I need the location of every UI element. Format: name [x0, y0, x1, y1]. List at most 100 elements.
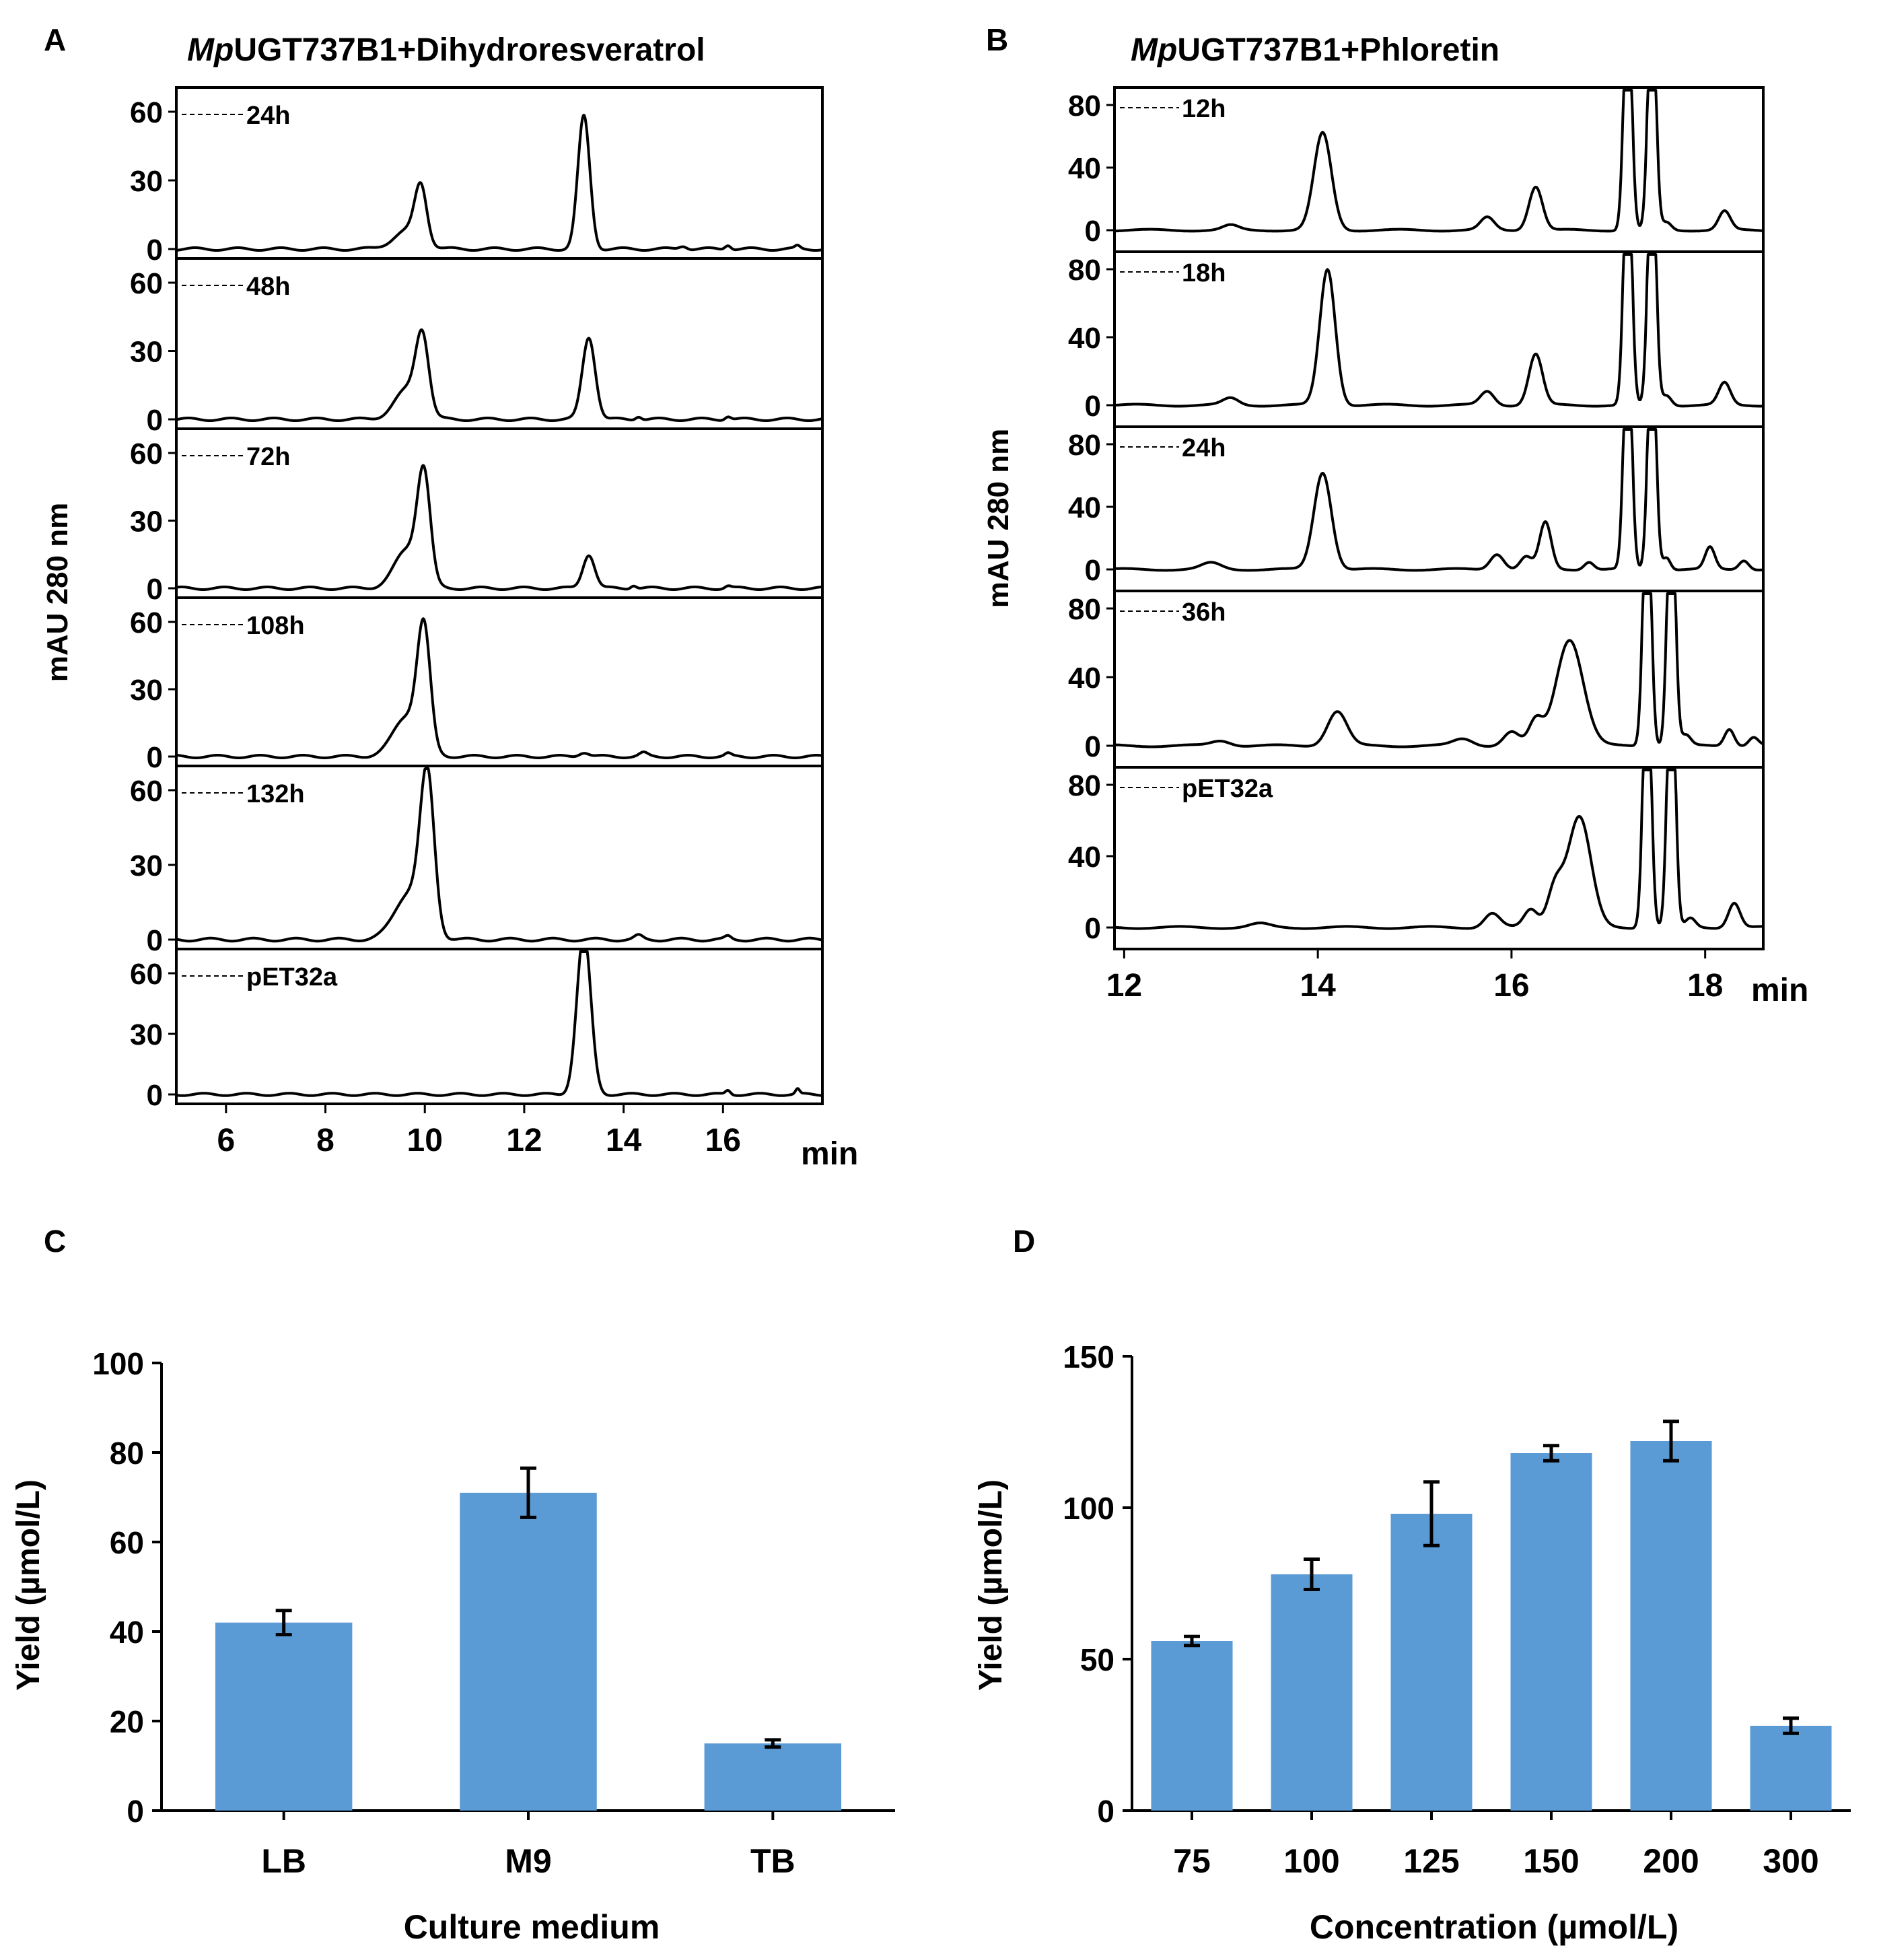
- panel-a-trace-label-1: 48h: [246, 273, 290, 301]
- panel-a-title-rest: UGT737B1+Dihydroresveratrol: [234, 32, 705, 68]
- panel-a-title: MpUGT737B1+Dihydroresveratrol: [187, 32, 705, 68]
- panel-c-x-tick-label-2: TB: [750, 1842, 795, 1880]
- panel-b-x-tick-label-2: 16: [1493, 968, 1529, 1004]
- panel-b-title-italic: Mp: [1131, 32, 1177, 68]
- panel-a-trace-label-3: 108h: [246, 612, 305, 640]
- panel-c: Yield (µmol/L) Culture medium 0 20 40 60 80 1…: [11, 1346, 895, 1946]
- panel-label-a: A: [44, 22, 66, 57]
- panel-a-y-tick-label-4-2: 60: [130, 775, 163, 808]
- panel-b-y-tick-label-0-2: 80: [1068, 90, 1101, 123]
- panel-b-x-unit: min: [1751, 973, 1808, 1008]
- panel-b-trace-frame-4: [1113, 766, 1765, 950]
- panel-a-trace-label-4: 132h: [246, 780, 305, 808]
- panel-b-y-tick-label-0-1: 40: [1068, 152, 1101, 185]
- panel-a-y-tick-label-5-2: 60: [130, 958, 163, 991]
- panel-c-x-tick-label-1: M9: [505, 1842, 551, 1880]
- panel-b-y-tick-label-4-2: 80: [1068, 769, 1101, 802]
- panel-a-x-unit: min: [801, 1136, 858, 1172]
- panel-a-y-tick-label-1-0: 0: [147, 404, 163, 437]
- panel-b: MpUGT737B1+Phloretin mAU 280 nm min 0 40 8…: [982, 32, 1808, 1008]
- panel-b-trace-label-0: 12h: [1182, 95, 1226, 123]
- panel-b-y-tick-label-3-1: 40: [1068, 662, 1101, 695]
- panel-a-y-tick-label-1-1: 30: [130, 336, 163, 369]
- panel-a-trace-label-5: pET32a: [246, 963, 338, 991]
- panel-a-y-tick-label-0-0: 0: [147, 234, 163, 267]
- panel-b-trace-label-4: pET32a: [1182, 775, 1273, 803]
- panel-label-c: C: [44, 1224, 66, 1259]
- panel-b-y-axis-label: mAU 280 nm: [982, 429, 1015, 608]
- panel-d-x-tick-label-2: 125: [1403, 1842, 1459, 1880]
- panel-b-x-tick-label-0: 12: [1106, 968, 1142, 1004]
- panel-b-y-tick-label-2-1: 40: [1068, 491, 1101, 524]
- panel-b-title-rest: UGT737B1+Phloretin: [1177, 32, 1499, 68]
- panel-c-y-tick-label-2: 40: [110, 1615, 144, 1650]
- panel-b-y-tick-label-3-2: 80: [1068, 593, 1101, 626]
- panel-d-y-tick-label-3: 150: [1063, 1339, 1114, 1374]
- panel-a-y-tick-label-5-0: 0: [147, 1079, 163, 1112]
- panel-d-y-axis-label: Yield (µmol/L): [973, 1479, 1009, 1691]
- panel-a-trace-label-0: 24h: [246, 102, 290, 130]
- panel-a-trace-4: [175, 767, 824, 943]
- panel-b-trace-4: [1114, 769, 1764, 930]
- panel-c-x-tick-label-0: LB: [261, 1842, 306, 1880]
- panel-b-y-tick-label-2-2: 80: [1068, 429, 1101, 462]
- panel-d-y-tick-label-0: 0: [1097, 1794, 1114, 1829]
- panel-a-y-tick-label-3-1: 30: [130, 674, 163, 707]
- panel-a-trace-0: [175, 114, 824, 252]
- panel-a-x-tick-label-1: 8: [316, 1123, 334, 1158]
- panel-a-y-tick-label-1-2: 60: [130, 267, 163, 300]
- panel-b-trace-3: [1114, 592, 1764, 748]
- panel-b-x-tick-label-3: 18: [1687, 968, 1723, 1004]
- panel-c-x-axis-label: Culture medium: [404, 1908, 660, 1946]
- panel-b-x-tick-label-1: 14: [1300, 968, 1336, 1004]
- panel-a-y-tick-label-3-0: 0: [147, 741, 163, 774]
- panel-a-y-tick-label-4-1: 30: [130, 849, 163, 882]
- panel-c-y-tick-label-3: 60: [110, 1525, 144, 1560]
- panel-a-y-tick-label-4-0: 0: [147, 924, 163, 957]
- panel-c-bar-2: [704, 1743, 842, 1811]
- panel-a-x-tick-label-2: 10: [407, 1123, 443, 1158]
- panel-a-x-tick-label-5: 16: [705, 1123, 741, 1158]
- panel-a-trace-label-2: 72h: [246, 443, 290, 471]
- panel-a-y-tick-label-0-2: 60: [130, 96, 163, 129]
- panel-b-y-tick-label-0-0: 0: [1085, 215, 1101, 248]
- panel-b-trace-2: [1114, 428, 1764, 572]
- panel-label-b: B: [986, 22, 1008, 57]
- panel-a-x-tick-label-4: 14: [606, 1123, 642, 1158]
- panel-d-bar-0: [1151, 1641, 1233, 1811]
- panel-c-y-tick-label-1: 20: [110, 1704, 144, 1739]
- panel-b-trace-1: [1114, 253, 1764, 408]
- panel-a-trace-frame-5: [175, 948, 824, 1105]
- panel-a-x-tick-label-0: 6: [217, 1123, 235, 1158]
- panel-a-y-tick-label-3-2: 60: [130, 606, 163, 639]
- panel-b-trace-label-2: 24h: [1182, 434, 1226, 462]
- panel-d-x-axis-label: Concentration (µmol/L): [1310, 1908, 1678, 1946]
- panel-b-trace-label-1: 18h: [1182, 259, 1226, 287]
- panel-a-y-axis-label: mAU 280 nm: [41, 503, 74, 682]
- panel-c-y-tick-label-4: 80: [110, 1436, 144, 1471]
- panel-a-y-tick-label-5-1: 30: [130, 1018, 163, 1051]
- panel-d-x-tick-label-4: 200: [1643, 1842, 1699, 1880]
- panel-c-y-tick-label-5: 100: [92, 1346, 144, 1381]
- panel-d-y-tick-label-2: 100: [1063, 1491, 1114, 1526]
- panel-a-trace-3: [175, 617, 824, 759]
- panel-b-y-tick-label-3-0: 0: [1085, 730, 1101, 763]
- panel-a-trace-1: [175, 328, 824, 422]
- panel-a-y-tick-label-2-2: 60: [130, 438, 163, 470]
- panel-a: MpUGT737B1+Dihydroresveratrol mAU 280 nm…: [41, 32, 858, 1172]
- panel-b-trace-label-3: 36h: [1182, 598, 1226, 627]
- panel-d-x-tick-label-1: 100: [1283, 1842, 1339, 1880]
- panel-c-y-axis-label: Yield (µmol/L): [11, 1479, 46, 1691]
- panel-b-y-tick-label-1-2: 80: [1068, 254, 1101, 287]
- panel-d-bar-4: [1630, 1441, 1712, 1811]
- panel-d-bar-1: [1271, 1574, 1353, 1811]
- panel-a-y-tick-label-2-1: 30: [130, 505, 163, 538]
- panel-d-bar-5: [1750, 1726, 1832, 1811]
- panel-b-title: MpUGT737B1+Phloretin: [1131, 32, 1499, 68]
- panel-b-y-tick-label-1-1: 40: [1068, 322, 1101, 355]
- panel-c-bar-1: [460, 1492, 597, 1811]
- panel-d-bar-3: [1510, 1453, 1592, 1811]
- panel-c-bar-0: [215, 1622, 353, 1811]
- panel-d-y-tick-label-1: 50: [1080, 1642, 1114, 1677]
